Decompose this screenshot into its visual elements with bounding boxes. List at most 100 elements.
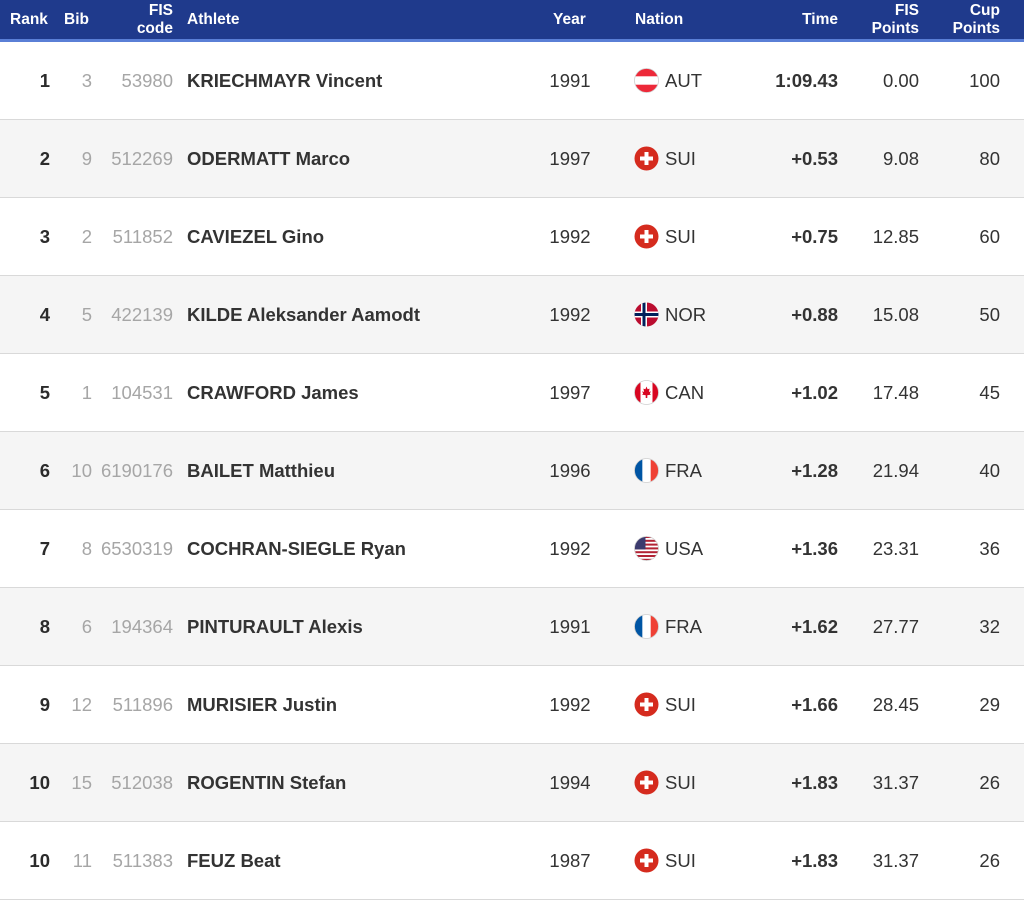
table-row[interactable]: 2 9 512269 ODERMATT Marco 1997 SUI +0.53 9.08 80 <box>0 120 1024 198</box>
flag-france-icon <box>634 614 659 639</box>
nation-code: SUI <box>665 147 696 169</box>
nation-code: AUT <box>665 69 702 91</box>
rank-cell: 10 <box>29 771 50 793</box>
table-row[interactable]: 10 15 512038 ROGENTIN Stefan 1994 SUI +1.83 31.… <box>0 744 1024 822</box>
bib-cell: 1 <box>81 381 92 403</box>
athlete-name-link[interactable]: ROGENTIN Stefan <box>187 771 347 793</box>
bib-cell: 3 <box>81 69 92 91</box>
time-cell: +1.28 <box>791 459 838 481</box>
rank-cell: 2 <box>39 147 50 169</box>
nation-cell: SUI <box>634 198 754 275</box>
fis-code-cell: 512269 <box>111 147 173 169</box>
header-nation[interactable]: Nation <box>635 10 684 28</box>
header-time[interactable]: Time <box>802 10 838 28</box>
header-bib[interactable]: Bib <box>64 10 89 28</box>
table-row[interactable]: 3 2 511852 CAVIEZEL Gino 1992 SUI +0.75 12.85 60 <box>0 198 1024 276</box>
fis-code-cell: 511383 <box>112 849 173 871</box>
bib-cell: 11 <box>72 849 92 871</box>
nation-cell: NOR <box>634 276 754 353</box>
table-row[interactable]: 7 8 6530319 COCHRAN-SIEGLE Ryan 1992 USA +1.36… <box>0 510 1024 588</box>
athlete-name-link[interactable]: KILDE Aleksander Aamodt <box>187 303 421 325</box>
nation-cell: USA <box>634 510 754 587</box>
table-row[interactable]: 10 11 511383 FEUZ Beat 1987 SUI +1.83 31.37 26 <box>0 822 1024 900</box>
flag-switzerland-icon <box>634 146 659 171</box>
bib-cell: 12 <box>71 693 92 715</box>
flag-switzerland-icon <box>634 692 659 717</box>
bib-cell: 6 <box>81 615 92 637</box>
rank-cell: 10 <box>29 849 50 871</box>
athlete-name-link[interactable]: FEUZ Beat <box>187 849 281 871</box>
table-row[interactable]: 4 5 422139 KILDE Aleksander Aamodt 1992 NOR +0… <box>0 276 1024 354</box>
athlete-name-link[interactable]: PINTURAULT Alexis <box>187 615 363 637</box>
table-row[interactable]: 1 3 53980 KRIECHMAYR Vincent 1991 AUT 1:09.43 0… <box>0 42 1024 120</box>
birth-year-cell: 1992 <box>549 537 591 559</box>
time-cell: +1.62 <box>791 615 838 637</box>
cup-points-cell: 40 <box>979 459 1000 481</box>
rank-cell: 3 <box>39 225 50 247</box>
time-cell: +0.53 <box>791 147 838 169</box>
cup-points-cell: 26 <box>979 849 1000 871</box>
time-cell: +1.83 <box>791 771 838 793</box>
rank-cell: 6 <box>39 459 50 481</box>
table-row[interactable]: 8 6 194364 PINTURAULT Alexis 1991 FRA +1.62 27.… <box>0 588 1024 666</box>
birth-year-cell: 1992 <box>549 693 591 715</box>
athlete-name-link[interactable]: BAILET Matthieu <box>187 459 335 481</box>
rank-cell: 8 <box>39 615 50 637</box>
time-cell: +0.88 <box>791 303 838 325</box>
bib-cell: 5 <box>81 303 92 325</box>
fis-code-cell: 422139 <box>111 303 173 325</box>
athlete-name-link[interactable]: KRIECHMAYR Vincent <box>187 69 383 91</box>
nation-cell: SUI <box>634 666 754 743</box>
fis-points-cell: 9.08 <box>882 147 919 169</box>
nation-code: FRA <box>665 615 702 637</box>
rank-cell: 4 <box>39 303 50 325</box>
fis-code-cell: 511852 <box>112 225 173 247</box>
header-fis-points[interactable]: FIS Points <box>871 1 919 37</box>
cup-points-cell: 29 <box>979 693 1000 715</box>
birth-year-cell: 1987 <box>549 849 591 871</box>
header-cup-points[interactable]: Cup Points <box>952 1 1000 37</box>
table-row[interactable]: 9 12 511896 MURISIER Justin 1992 SUI +1.66 28.4… <box>0 666 1024 744</box>
fis-code-cell: 194364 <box>111 615 173 637</box>
header-year[interactable]: Year <box>553 10 586 28</box>
fis-points-cell: 28.45 <box>872 693 919 715</box>
athlete-name-link[interactable]: COCHRAN-SIEGLE Ryan <box>187 537 406 559</box>
time-cell: 1:09.43 <box>775 69 838 91</box>
nation-cell: CAN <box>634 354 754 431</box>
fis-points-cell: 0.00 <box>882 69 919 91</box>
birth-year-cell: 1992 <box>549 225 591 247</box>
table-header: Rank Bib FIS code Athlete Year Nation Tim… <box>0 0 1024 42</box>
nation-cell: FRA <box>634 432 754 509</box>
athlete-name-link[interactable]: CAVIEZEL Gino <box>187 225 325 247</box>
fis-code-cell: 512038 <box>111 771 173 793</box>
bib-cell: 2 <box>81 225 92 247</box>
athlete-name-link[interactable]: ODERMATT Marco <box>187 147 351 169</box>
nation-code: FRA <box>665 459 702 481</box>
flag-switzerland-icon <box>634 770 659 795</box>
fis-points-cell: 21.94 <box>872 459 919 481</box>
table-row[interactable]: 5 1 104531 CRAWFORD James 1997 CAN +1.02 17.48 4… <box>0 354 1024 432</box>
cup-points-cell: 50 <box>979 303 1000 325</box>
table-row[interactable]: 6 10 6190176 BAILET Matthieu 1996 FRA +1.28 21.… <box>0 432 1024 510</box>
header-athlete[interactable]: Athlete <box>187 10 240 28</box>
time-cell: +1.83 <box>791 849 838 871</box>
fis-points-cell: 15.08 <box>872 303 919 325</box>
table-body: 1 3 53980 KRIECHMAYR Vincent 1991 AUT 1:09.43 0… <box>0 42 1024 900</box>
birth-year-cell: 1997 <box>549 381 591 403</box>
header-fis-code[interactable]: FIS code <box>136 1 173 37</box>
header-rank[interactable]: Rank <box>10 10 48 28</box>
fis-points-cell: 23.31 <box>872 537 919 559</box>
nation-cell: SUI <box>634 120 754 197</box>
nation-code: CAN <box>665 381 705 403</box>
flag-switzerland-icon <box>634 224 659 249</box>
rank-cell: 9 <box>39 693 50 715</box>
time-cell: +1.66 <box>791 693 838 715</box>
fis-code-cell: 511896 <box>112 693 173 715</box>
bib-cell: 9 <box>81 147 92 169</box>
time-cell: +1.02 <box>791 381 838 403</box>
fis-points-cell: 17.48 <box>872 381 919 403</box>
athlete-name-link[interactable]: CRAWFORD James <box>187 381 359 403</box>
time-cell: +1.36 <box>791 537 838 559</box>
athlete-name-link[interactable]: MURISIER Justin <box>187 693 338 715</box>
cup-points-cell: 45 <box>979 381 1000 403</box>
